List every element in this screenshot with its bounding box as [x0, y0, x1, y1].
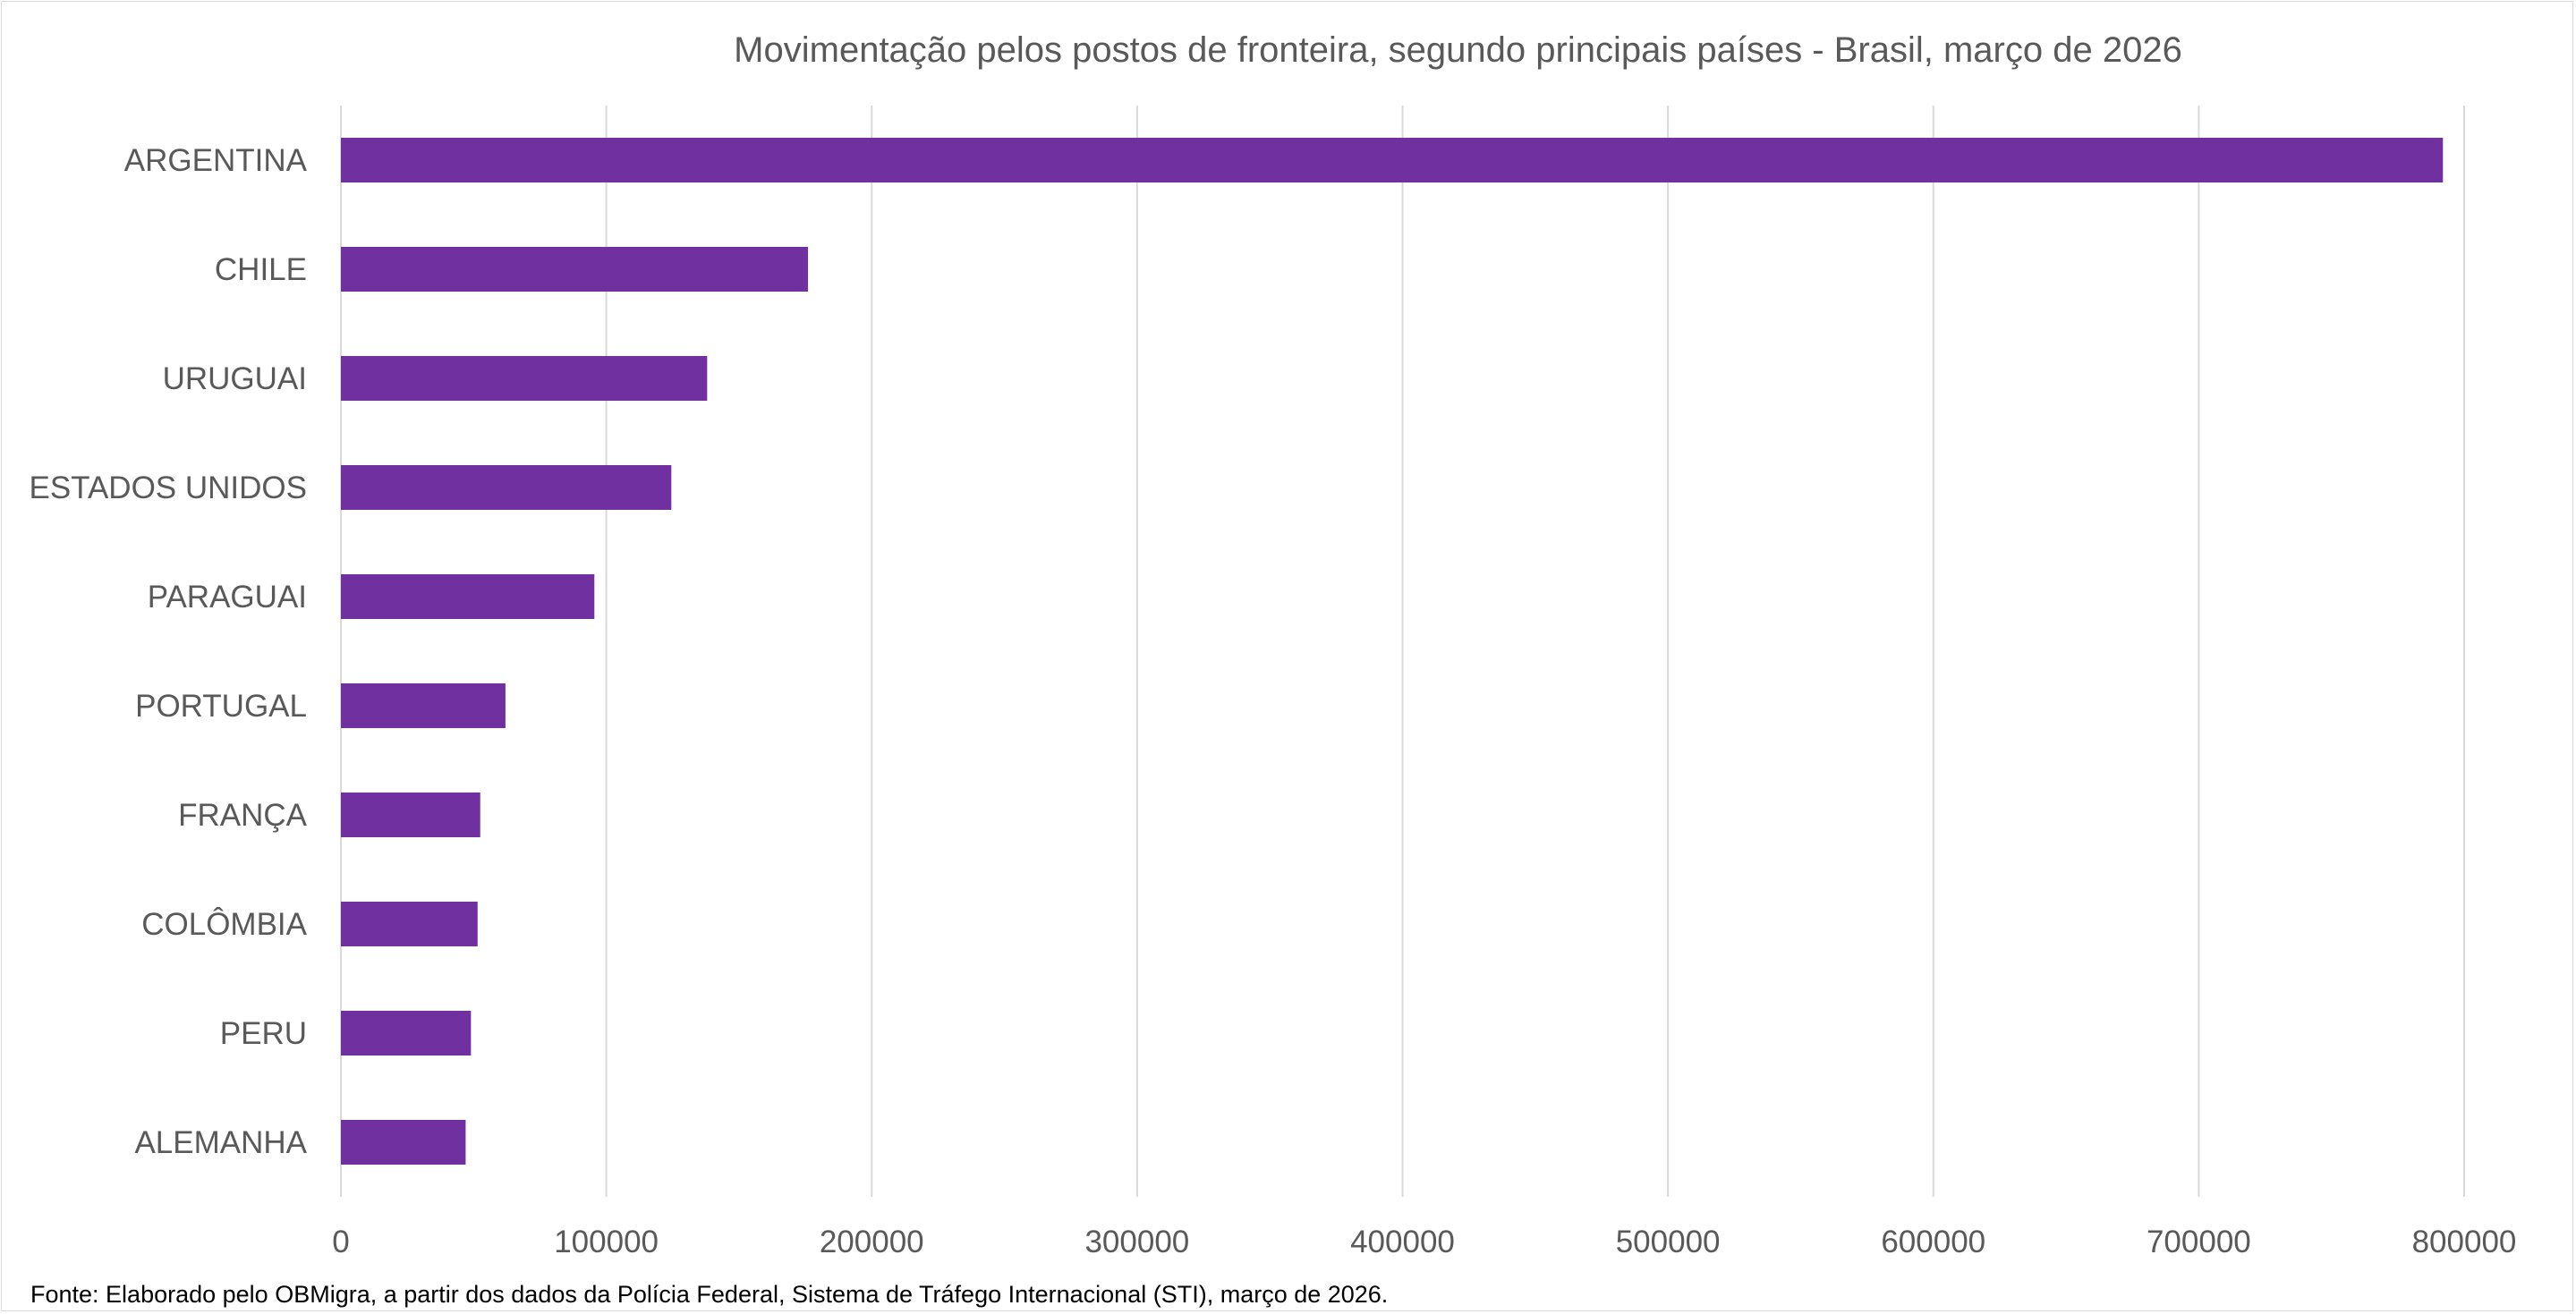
x-tick-label: 400000	[1350, 1225, 1455, 1259]
category-label: ARGENTINA	[124, 143, 308, 178]
category-label: FRANÇA	[178, 798, 308, 833]
bar	[341, 138, 2444, 182]
x-tick-label: 700000	[2147, 1225, 2251, 1259]
x-tick-label: 500000	[1616, 1225, 1721, 1259]
x-tick-labels: 0 100000 200000 300000 400000 500000 600000 700…	[332, 1225, 2516, 1259]
bar	[341, 683, 506, 728]
chart-title: Movimentação pelos postos de fronteira, …	[734, 30, 2182, 70]
bar	[341, 1120, 466, 1165]
bars	[341, 138, 2444, 1165]
bar	[341, 465, 672, 510]
category-label: PORTUGAL	[135, 689, 307, 724]
x-tick-label: 300000	[1084, 1225, 1189, 1259]
x-tick-label: 100000	[554, 1225, 659, 1259]
x-tick-label: 800000	[2412, 1225, 2517, 1259]
category-label: URUGUAI	[163, 361, 307, 396]
bar	[341, 793, 480, 837]
category-label: COLÔMBIA	[141, 907, 307, 942]
bar	[341, 356, 708, 401]
source-note: Fonte: Elaborado pelo OBMigra, a partir …	[30, 1281, 1389, 1308]
category-label: PERU	[220, 1016, 307, 1051]
x-tick-label: 0	[332, 1225, 349, 1259]
bar	[341, 1011, 472, 1055]
bar	[341, 247, 809, 292]
bar	[341, 902, 478, 946]
category-label: ESTADOS UNIDOS	[29, 470, 307, 505]
x-tick-label: 200000	[820, 1225, 924, 1259]
category-label: CHILE	[215, 252, 307, 287]
category-label: ALEMANHA	[134, 1125, 307, 1160]
category-labels: ARGENTINA CHILE URUGUAI ESTADOS UNIDOS PARAG…	[29, 143, 307, 1160]
bar	[341, 574, 595, 619]
x-tick-label: 600000	[1881, 1225, 1985, 1259]
category-label: PARAGUAI	[148, 580, 307, 615]
